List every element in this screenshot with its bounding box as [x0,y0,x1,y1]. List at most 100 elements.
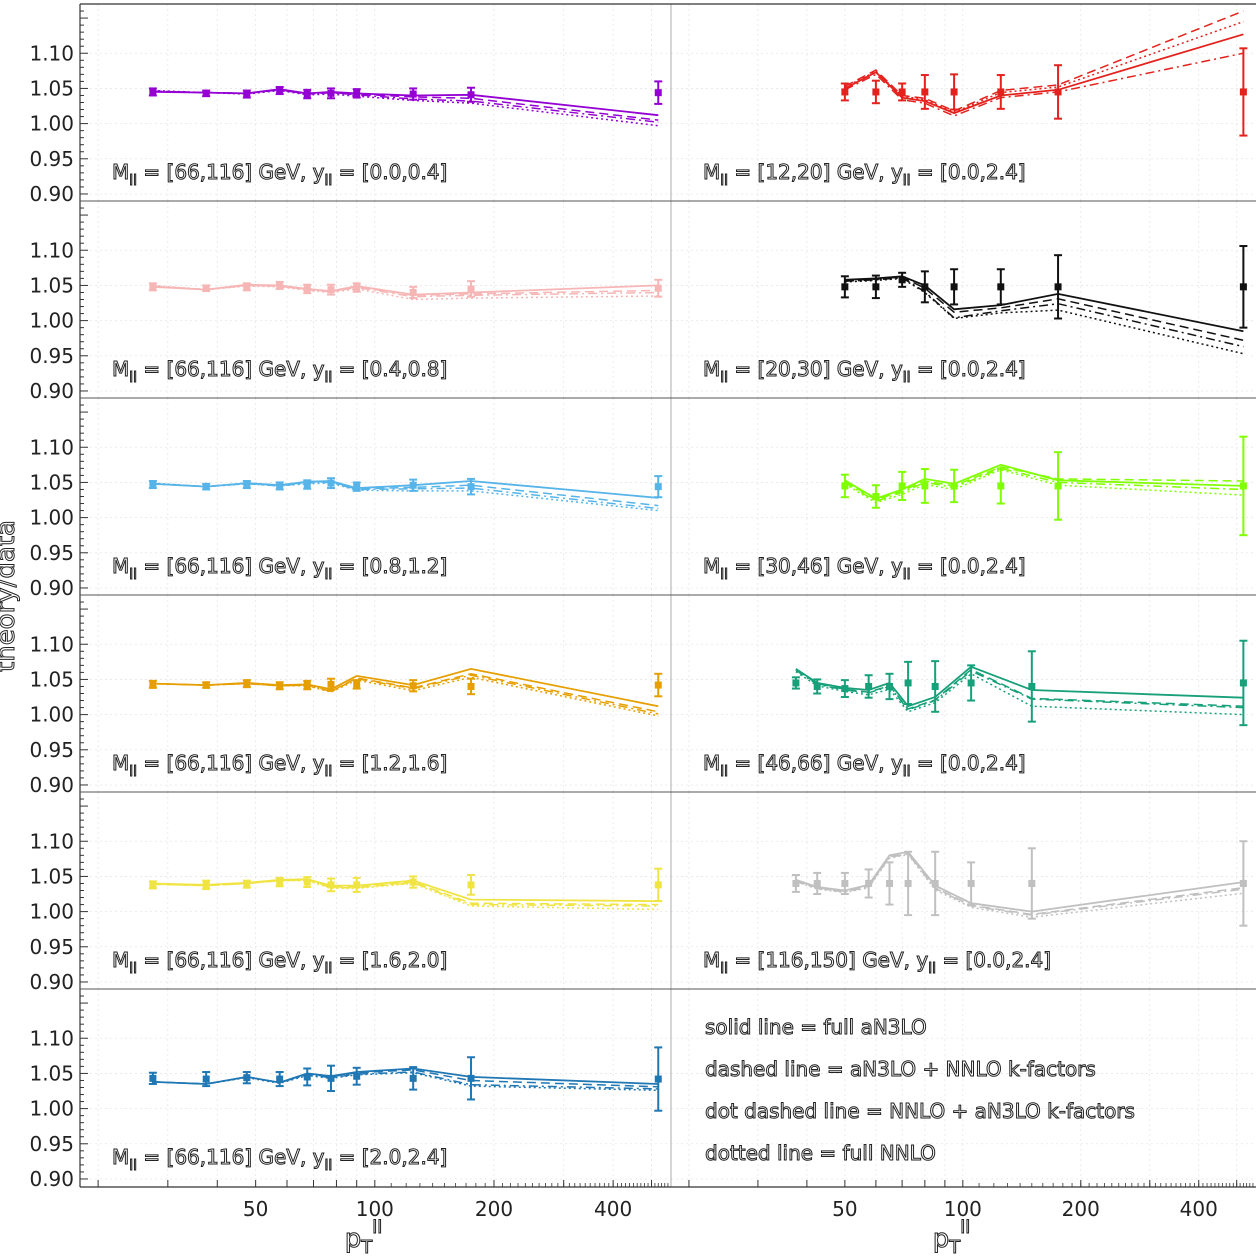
series-solid-line [844,275,1244,333]
data-point [921,482,929,490]
panel-label: Mll = [66,116] GeV, yll = [1.2,1.6] [112,751,447,780]
y-tick-label: 0.95 [29,344,74,368]
data-point [353,680,361,688]
data-point [1054,283,1062,291]
series-dashdot-line [844,276,1244,348]
data-point [303,878,311,886]
x-tick-label: 50 [832,1197,857,1221]
y-tick-label: 1.00 [29,703,74,727]
series-dashdot-line [152,1071,659,1090]
x-tick-label: 400 [1180,1197,1218,1221]
data-point [1239,88,1247,96]
y-tick-label: 1.10 [29,1026,74,1050]
panel-0-2: Mll = [66,116] GeV, yll = [0.8,1.2] [112,475,663,584]
data-point [841,685,849,693]
data-point [931,682,939,690]
y-tick-label: 1.00 [29,1097,74,1121]
y-tick-label: 0.90 [29,773,74,797]
series-dotted-line [844,469,1244,504]
data-point [202,881,210,889]
data-point [327,89,335,97]
series-solid-line [152,878,659,902]
x-tick-label: 200 [1062,1197,1100,1221]
data-point [865,879,873,887]
series-dashdot-line [844,52,1244,117]
data-point [327,881,335,889]
series-dashdot-line [844,467,1244,503]
data-point [872,493,880,500]
y-tick-label: 1.05 [29,273,74,297]
data-point [841,88,849,96]
series-dotted-line [844,277,1244,355]
data-point [654,284,662,292]
data-point [243,880,251,888]
data-point [813,879,821,887]
y-tick-label: 1.05 [29,1061,74,1085]
x-axis-label: pTll [345,1217,383,1256]
series-dotted-line [152,89,659,127]
data-point [898,88,906,96]
y-tick-label: 0.95 [29,738,74,762]
data-point [904,879,912,887]
series-solid-line [795,850,1244,913]
data-point [1054,88,1062,96]
data-point [950,482,958,490]
data-point [950,283,958,291]
y-tick-label: 1.00 [29,112,74,136]
panel-1-1: Mll = [20,30] GeV, yll = [0.0,2.4] [703,245,1248,387]
data-point [467,91,475,99]
series-solid-line [152,283,659,296]
data-point [841,482,849,490]
data-point [1028,879,1036,887]
legend-entry-dashdot: dot dashed line = NNLO + aN3LO k-factors [705,1099,1135,1123]
data-point [353,1072,361,1080]
x-tick-label: 100 [944,1197,982,1221]
y-tick-label: 1.10 [29,829,74,853]
data-point [353,89,361,97]
x-tick-label: 400 [594,1197,632,1221]
series-dashed-line [844,10,1244,112]
data-point [921,88,929,96]
data-point [467,682,475,690]
data-point [886,682,894,690]
data-point [353,483,361,491]
data-point [997,482,1005,490]
x-tick-label: 200 [475,1197,513,1221]
data-point [327,479,335,487]
data-point [886,879,894,887]
data-point [931,879,939,887]
data-point [409,1074,417,1082]
data-point [149,283,157,291]
panel-0-1: Mll = [66,116] GeV, yll = [0.4,0.8] [112,278,663,387]
data-point [303,1073,311,1081]
series-solid-line [152,480,659,499]
panel-label: Mll = [66,116] GeV, yll = [0.4,0.8] [112,357,447,386]
y-tick-label: 0.90 [29,970,74,994]
data-point [149,1074,157,1082]
y-tick-label: 0.90 [29,1167,74,1191]
y-tick-label: 1.10 [29,435,74,459]
data-point [467,1074,475,1082]
y-tick-label: 1.10 [29,632,74,656]
y-tick-label: 0.95 [29,935,74,959]
panel-1-0: Mll = [12,20] GeV, yll = [0.0,2.4] [703,10,1248,190]
y-tick-label: 0.95 [29,541,74,565]
data-point [276,482,284,490]
data-point [654,89,662,97]
data-point [1239,679,1247,687]
series-dashed-line [795,668,1244,710]
data-point [303,285,311,293]
series-dashdot-line [152,481,659,510]
data-point [243,481,251,489]
y-tick-label: 1.05 [29,76,74,100]
panel-1-4: Mll = [116,150] GeV, yll = [0.0,2.4] [703,840,1248,978]
data-point [654,1075,662,1083]
panel-0-4: Mll = [66,116] GeV, yll = [1.6,2.0] [112,867,663,978]
data-point [813,682,821,690]
data-point [276,878,284,886]
data-point [865,682,873,690]
data-point [997,88,1005,96]
data-point [149,680,157,688]
